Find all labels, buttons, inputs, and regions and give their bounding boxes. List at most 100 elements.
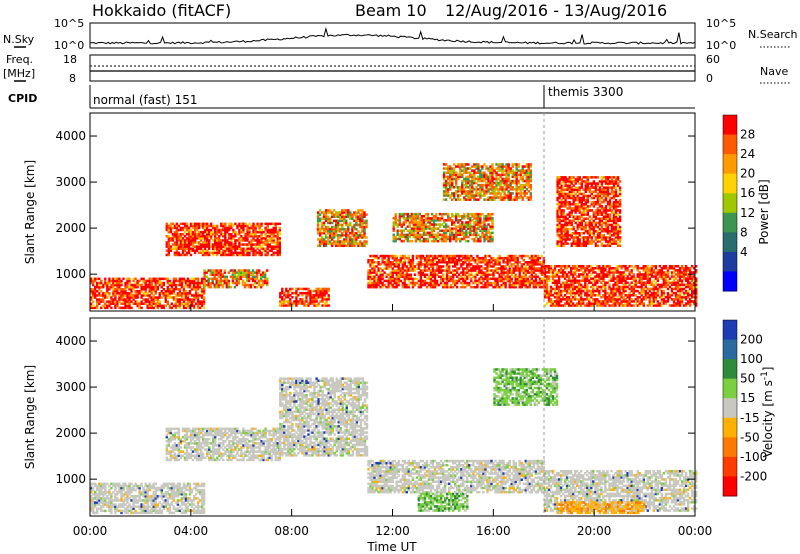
range-time-cell (295, 287, 298, 291)
range-time-cell (329, 234, 332, 237)
range-time-cell (481, 221, 484, 224)
range-time-cell (199, 251, 203, 255)
range-time-cell (232, 247, 235, 250)
range-time-cell (138, 302, 141, 305)
range-time-cell (252, 226, 255, 230)
range-time-cell (114, 290, 117, 293)
range-time-cell (407, 275, 410, 278)
range-time-cell (234, 247, 237, 250)
range-time-cell (217, 269, 220, 272)
range-time-cell (224, 243, 227, 246)
range-time-cell (321, 300, 324, 303)
range-time-cell (590, 221, 593, 225)
range-time-cell (331, 230, 334, 233)
range-time-cell (363, 236, 366, 239)
range-time-cell (333, 236, 336, 239)
range-time-cell (363, 221, 366, 225)
range-time-cell (397, 277, 400, 281)
range-time-cell (227, 271, 230, 274)
range-time-cell (192, 281, 196, 285)
range-time-cell (186, 296, 190, 299)
range-time-cell (217, 285, 220, 289)
range-time-cell (401, 265, 404, 268)
range-time-cell (179, 253, 183, 257)
range-time-cell (222, 245, 225, 248)
range-time-cell (156, 288, 159, 291)
range-time-cell (246, 233, 249, 236)
range-time-cell (124, 285, 127, 289)
range-time-cell (482, 267, 485, 270)
range-time-cell (361, 227, 364, 231)
range-time-cell (244, 243, 247, 246)
range-time-cell (122, 296, 125, 299)
range-time-cell (200, 294, 204, 297)
range-time-cell (235, 277, 239, 281)
range-time-cell (189, 247, 193, 250)
range-time-cell (337, 223, 340, 227)
range-time-cell (182, 300, 186, 303)
range-time-cell (191, 243, 195, 246)
range-time-cell (383, 263, 386, 266)
range-time-cell (98, 298, 101, 301)
range-time-cell (349, 238, 352, 241)
range-time-cell (387, 265, 390, 268)
range-time-cell (128, 302, 131, 305)
range-time-cell (98, 288, 101, 291)
range-time-cell (180, 279, 184, 283)
range-time-cell (110, 302, 113, 305)
range-time-cell (391, 263, 394, 266)
range-time-cell (353, 223, 356, 227)
range-time-cell (327, 236, 330, 239)
range-time-cell (118, 294, 121, 297)
range-time-cell (251, 271, 255, 274)
range-time-cell (206, 224, 209, 228)
range-time-cell (228, 228, 231, 232)
range-time-cell (403, 254, 406, 258)
range-time-cell (169, 239, 173, 242)
range-time-cell (295, 300, 298, 303)
range-time-cell (232, 230, 235, 234)
range-time-cell (518, 267, 521, 270)
range-time-cell (256, 241, 259, 244)
noise-panel: N.Sky 10^5 10^0 10^5 10^0 N.Search (3, 17, 798, 52)
range-time-cell (367, 281, 370, 285)
range-time-cell (244, 222, 247, 226)
range-time-cell (383, 271, 386, 274)
range-time-cell (196, 304, 200, 308)
range-time-cell (118, 285, 121, 289)
range-time-cell (132, 285, 135, 289)
range-time-cell (320, 242, 324, 245)
range-time-cell (345, 221, 348, 225)
range-time-cell (324, 209, 328, 212)
range-time-cell (114, 288, 117, 291)
range-time-cell (170, 283, 174, 287)
range-time-cell (256, 251, 259, 255)
range-time-cell (220, 251, 223, 255)
range-time-cell (216, 226, 219, 230)
range-time-cell (196, 285, 200, 289)
range-time-cell (590, 217, 593, 220)
range-time-cell (172, 292, 176, 295)
range-time-cell (184, 306, 188, 310)
range-time-cell (242, 251, 245, 255)
range-time-cell (333, 234, 336, 237)
range-time-cell (268, 239, 271, 242)
range-time-cell (169, 249, 173, 252)
range-time-cell (231, 281, 235, 285)
range-time-cell (219, 281, 222, 285)
range-time-cell (359, 232, 362, 235)
range-time-cell (266, 235, 269, 238)
range-time-cell (363, 219, 366, 223)
range-time-cell (391, 267, 394, 270)
range-time-cell (243, 275, 247, 278)
range-time-cell (183, 226, 187, 230)
range-time-cell (172, 304, 176, 308)
range-time-cell (322, 211, 326, 214)
range-time-cell (316, 215, 320, 218)
range-time-cell (128, 285, 131, 289)
range-time-cell (457, 229, 460, 232)
range-time-cell (369, 279, 372, 283)
range-time-cell (220, 247, 223, 250)
range-time-cell (122, 298, 125, 301)
range-time-cell (223, 275, 226, 278)
